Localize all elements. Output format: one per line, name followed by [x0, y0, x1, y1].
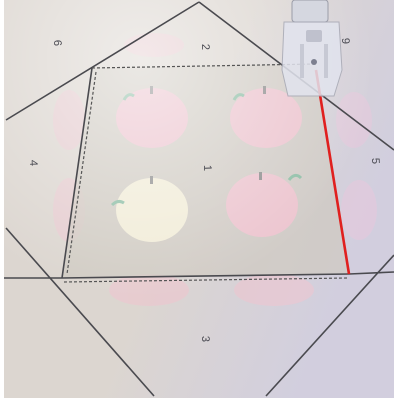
photo-drawing: 1 2 3 4 5 6 9	[4, 0, 394, 398]
seam-dashed-lines	[63, 63, 349, 283]
section-number-top-left: 6	[51, 40, 63, 47]
section-number-top: 2	[199, 44, 211, 51]
pattern-lines	[4, 1, 394, 397]
section-number-right: 5	[369, 158, 381, 165]
paper-piecing-photo: 1 2 3 4 5 6 9	[4, 0, 394, 398]
presser-foot	[281, 0, 343, 97]
section-number-top-right: 9	[339, 38, 351, 45]
section-number-center: 1	[201, 165, 213, 172]
section-number-left: 4	[27, 160, 39, 167]
section-number-bottom: 3	[199, 336, 211, 343]
stitching-line	[314, 69, 351, 275]
